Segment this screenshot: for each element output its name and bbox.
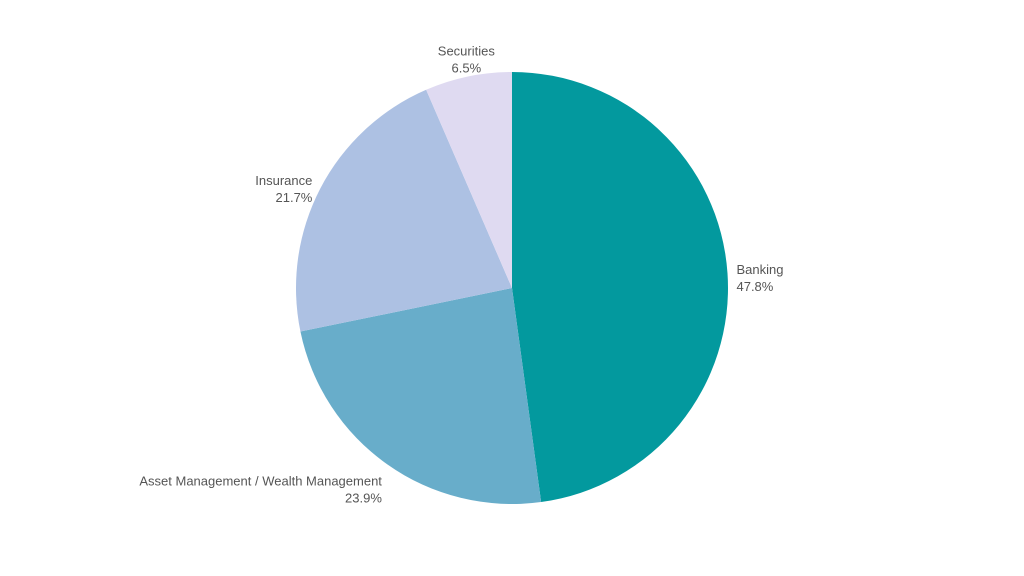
slice-category-label: Asset Management / Wealth Management — [139, 474, 382, 489]
slice-category-label: Insurance — [255, 173, 312, 188]
slice-percent-label: 47.8% — [736, 279, 773, 294]
pie-slice-asset-management-wealth-management — [300, 288, 542, 504]
pie-slice-banking — [512, 72, 728, 503]
labels-group: Banking 47.8% Asset Management / Wealth Ma… — [139, 44, 783, 506]
slice-percent-label: 6.5% — [452, 61, 482, 76]
slice-label-asset-management-wealth-management: Asset Management / Wealth Management 23.9… — [139, 474, 382, 506]
slice-percent-label: 23.9% — [345, 491, 382, 506]
pie-slice-securities — [426, 72, 512, 288]
pie-slice-insurance — [296, 89, 512, 332]
slice-percent-label: 21.7% — [276, 190, 313, 205]
slice-label-insurance: Insurance 21.7% — [255, 173, 313, 205]
slice-label-banking: Banking 47.8% — [736, 262, 783, 294]
slices-group — [296, 72, 728, 504]
slice-category-label: Banking — [736, 262, 783, 277]
slice-label-securities: Securities 6.5% — [438, 44, 496, 76]
slice-category-label: Securities — [438, 44, 496, 59]
